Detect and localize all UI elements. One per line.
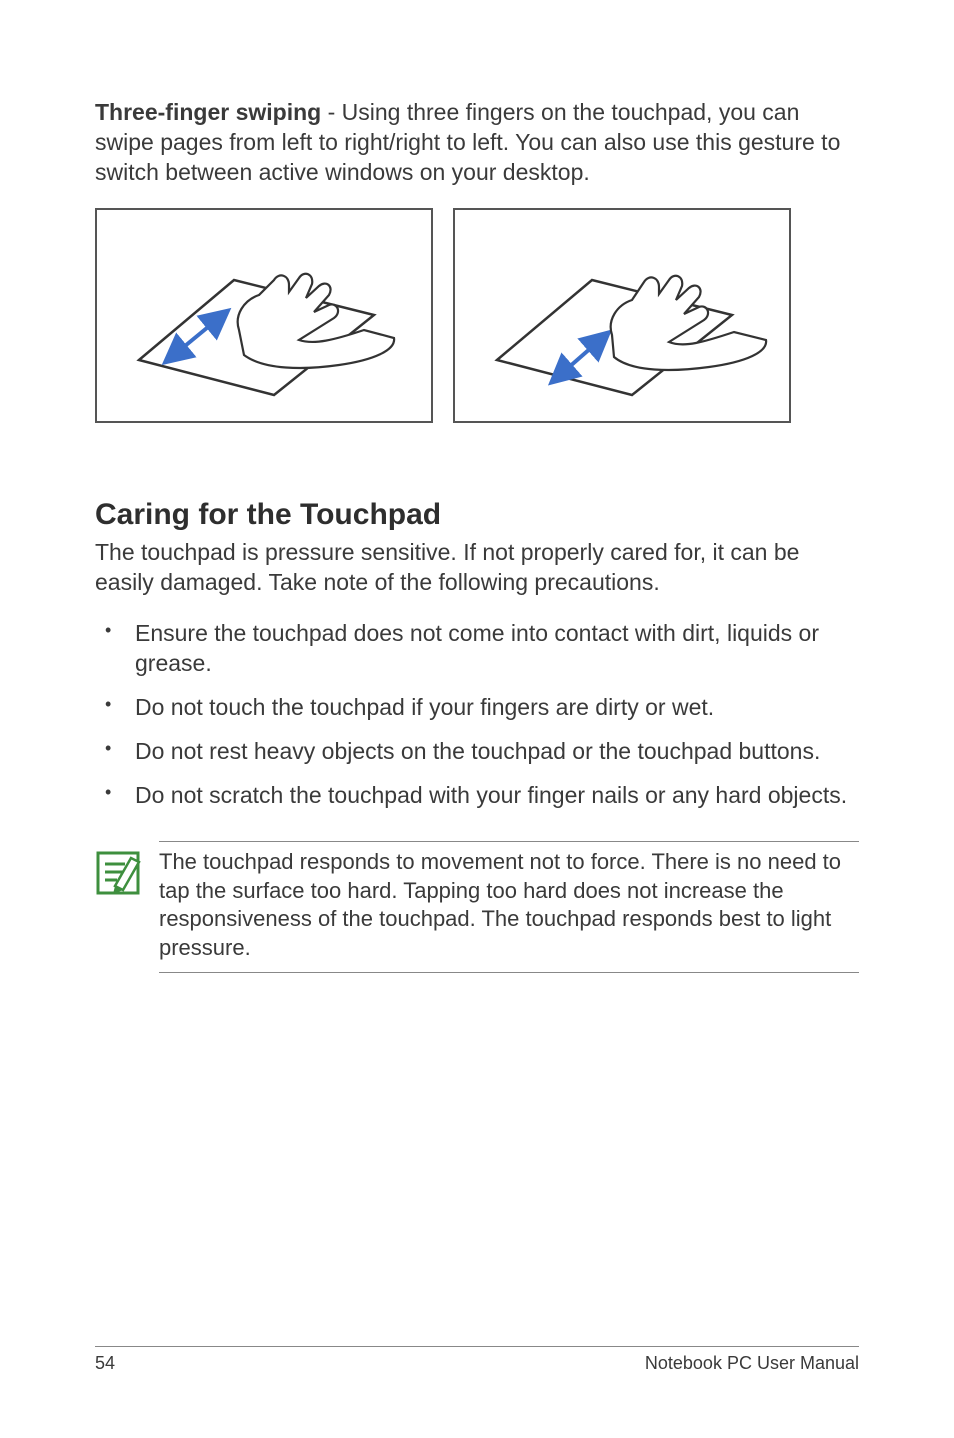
illustration-row	[95, 208, 859, 423]
page-number: 54	[95, 1353, 115, 1374]
section-heading: Caring for the Touchpad	[95, 498, 859, 532]
section-lead: The touchpad is pressure sensitive. If n…	[95, 538, 859, 598]
swipe-left-right-illustration	[95, 208, 433, 423]
list-item: Do not scratch the touchpad with your fi…	[95, 781, 859, 811]
note-block: The touchpad responds to movement not to…	[95, 841, 859, 973]
precautions-list: Ensure the touchpad does not come into c…	[95, 619, 859, 810]
manual-title: Notebook PC User Manual	[645, 1353, 859, 1374]
note-text: The touchpad responds to movement not to…	[159, 848, 859, 962]
footer-divider	[95, 1346, 859, 1347]
para1-bold: Three-finger swiping	[95, 99, 321, 125]
touchpad-swipe-vertical-icon	[472, 220, 772, 410]
list-item: Ensure the touchpad does not come into c…	[95, 619, 859, 679]
list-item: Do not rest heavy objects on the touchpa…	[95, 737, 859, 767]
swipe-up-down-illustration	[453, 208, 791, 423]
page-footer: 54 Notebook PC User Manual	[95, 1346, 859, 1374]
note-divider-bottom	[159, 972, 859, 973]
touchpad-swipe-diagonal-icon	[114, 220, 414, 410]
note-icon	[95, 850, 141, 896]
three-finger-swiping-paragraph: Three-finger swiping - Using three finge…	[95, 98, 859, 188]
list-item: Do not touch the touchpad if your finger…	[95, 693, 859, 723]
